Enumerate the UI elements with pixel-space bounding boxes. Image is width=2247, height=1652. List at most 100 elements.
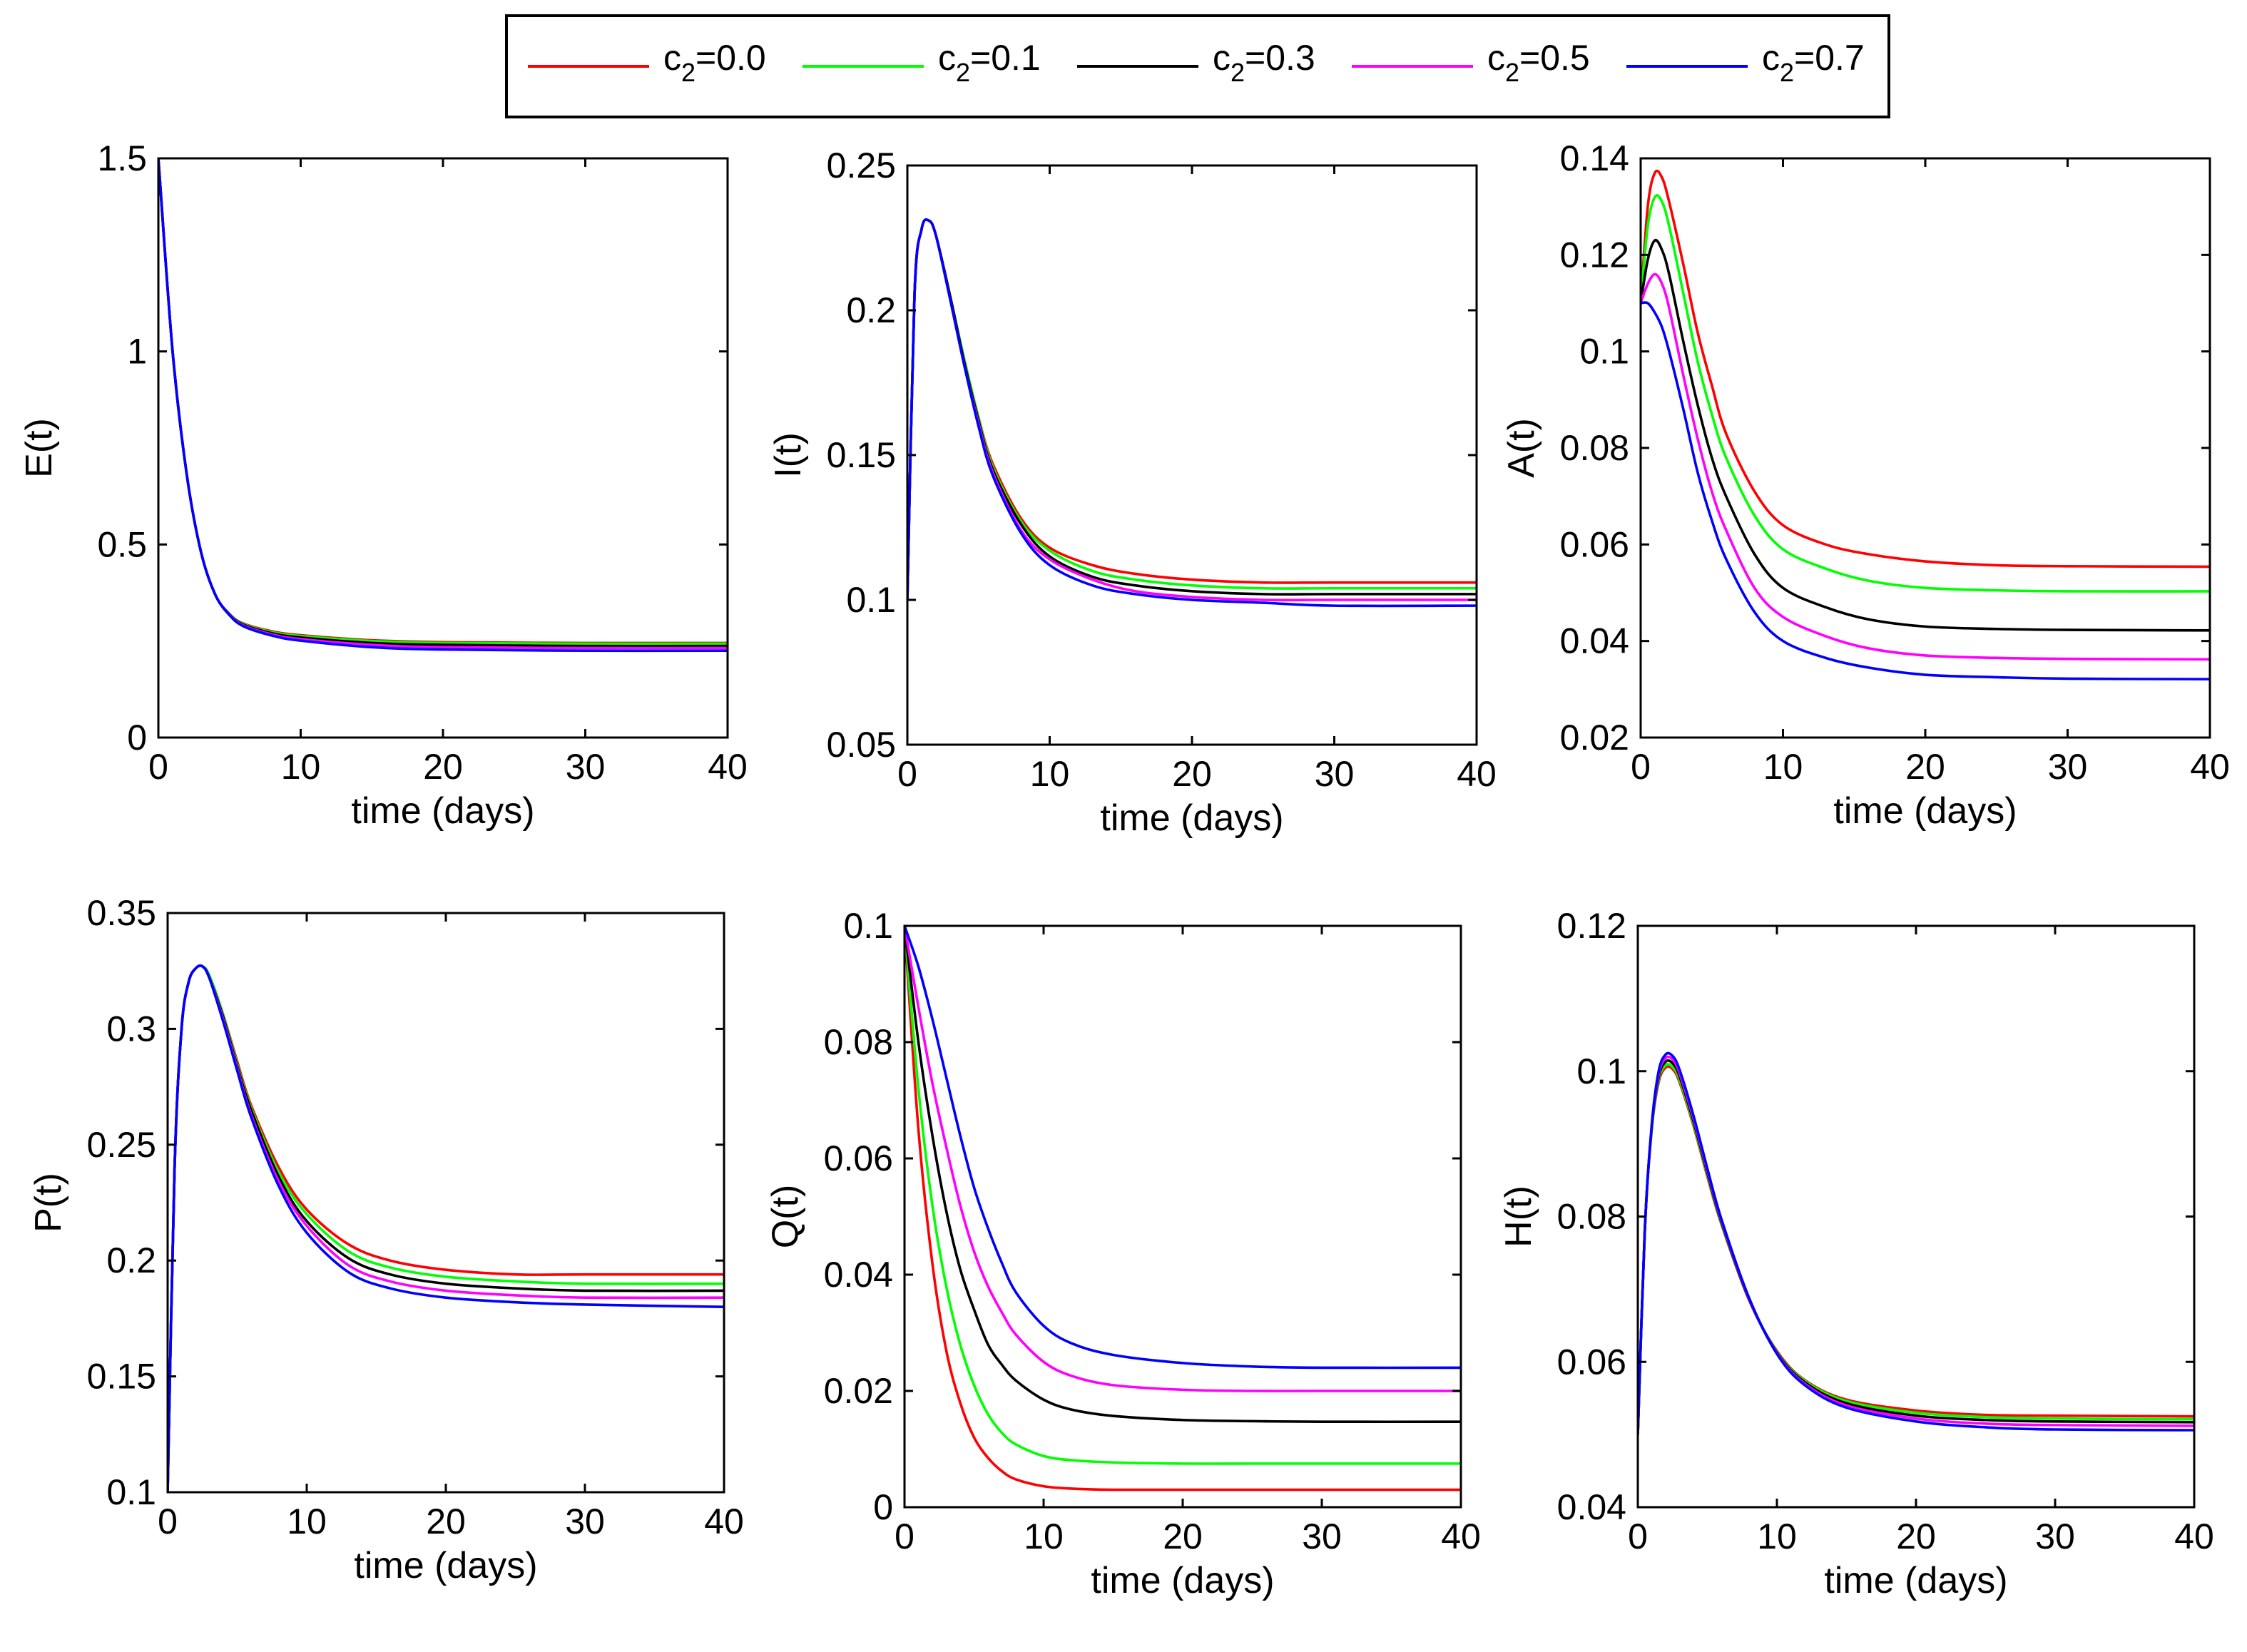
- subplot-it: 0 10 20 30 40 0.05 0.1 0.15 0.2 0.25 time (days) I(…: [768, 146, 1497, 839]
- x-tick-label: 10: [1757, 1516, 1797, 1556]
- legend-label-base: c: [663, 38, 681, 78]
- x-axis-label: time (days): [1100, 797, 1283, 839]
- series-line: [1638, 1051, 2194, 1435]
- x-tick-label: 10: [281, 747, 321, 787]
- x-tick-label: 0: [158, 1501, 178, 1541]
- series-line: [168, 964, 724, 1492]
- x-tick-label: 0: [895, 1516, 914, 1556]
- y-tick-label: 0.06: [1560, 524, 1629, 564]
- x-axis-label: time (days): [354, 1545, 537, 1586]
- y-tick-label: 0.3: [106, 1009, 156, 1049]
- legend-label-subscript: 2: [1230, 58, 1245, 87]
- legend-label-subscript: 2: [1780, 58, 1794, 87]
- y-axis-label: Q(t): [765, 1185, 806, 1249]
- x-tick-label: 30: [565, 1501, 605, 1541]
- legend-label-value: =0.0: [696, 38, 766, 78]
- x-tick-label: 10: [1030, 754, 1070, 794]
- series-line: [907, 218, 1477, 608]
- legend-label-subscript: 2: [956, 58, 970, 87]
- legend-label-base: c: [1762, 38, 1780, 78]
- legend-label-base: c: [1487, 38, 1505, 78]
- y-tick-label: 0.1: [1576, 1051, 1626, 1091]
- y-tick-label: 0.08: [824, 1022, 893, 1062]
- x-tick-label: 40: [2174, 1516, 2214, 1556]
- legend-entry: c2=0.0: [528, 38, 766, 87]
- x-tick-label: 30: [566, 747, 606, 787]
- series-line: [158, 158, 728, 653]
- legend-label-value: =0.3: [1245, 38, 1315, 78]
- x-tick-label: 20: [1905, 747, 1945, 787]
- y-tick-label: 0.04: [1557, 1487, 1626, 1527]
- x-tick-label: 0: [1628, 1516, 1648, 1556]
- x-axis-label: time (days): [1824, 1560, 2007, 1601]
- x-tick-label: 40: [708, 747, 748, 787]
- x-tick-label: 20: [423, 747, 463, 787]
- y-tick-label: 0.35: [87, 893, 156, 933]
- y-tick-label: 0.25: [87, 1125, 156, 1165]
- subplot-ht: 0 10 20 30 40 0.04 0.06 0.08 0.1 0.12 time (days) H…: [1498, 906, 2214, 1601]
- series-line: [1641, 301, 2210, 680]
- y-tick-label: 0.08: [1557, 1197, 1626, 1237]
- y-tick-label: 0.04: [1560, 621, 1629, 661]
- y-tick-label: 0: [873, 1487, 893, 1527]
- y-tick-label: 0.04: [824, 1255, 893, 1295]
- series-line: [905, 926, 1461, 1492]
- y-axis-label: A(t): [1501, 418, 1542, 478]
- y-axis-label: P(t): [28, 1173, 69, 1233]
- x-tick-label: 0: [897, 754, 917, 794]
- y-tick-label: 0.15: [87, 1357, 156, 1397]
- y-axis-label: E(t): [19, 418, 60, 478]
- series-line: [905, 926, 1461, 1392]
- series-line: [1641, 238, 2210, 632]
- x-tick-label: 30: [1315, 754, 1355, 794]
- legend-label: c2=0.7: [1762, 38, 1865, 87]
- legend-label-subscript: 2: [1505, 58, 1519, 87]
- legend-entries: c2=0.0 c2=0.1 c2=0.3 c2=0.5 c2=0.7: [528, 38, 1865, 87]
- subplot-et: 0 10 20 30 40 0 0.5 1 1.5 time (days) E(t): [19, 138, 748, 832]
- y-tick-label: 1.5: [97, 138, 147, 178]
- x-tick-label: 30: [2048, 747, 2088, 787]
- x-tick-label: 30: [1302, 1516, 1342, 1556]
- y-tick-label: 0.2: [106, 1240, 156, 1280]
- y-tick-label: 0.12: [1557, 906, 1626, 946]
- series-line: [1641, 272, 2210, 661]
- legend-label-value: =0.1: [970, 38, 1041, 78]
- x-tick-label: 10: [1024, 1516, 1064, 1556]
- x-tick-label: 20: [1896, 1516, 1936, 1556]
- y-axis-label: I(t): [768, 432, 809, 478]
- y-tick-label: 0.02: [1560, 718, 1629, 758]
- y-tick-label: 0: [127, 718, 147, 758]
- x-tick-label: 40: [1457, 754, 1497, 794]
- x-tick-label: 40: [1441, 1516, 1481, 1556]
- y-tick-label: 0.02: [824, 1371, 893, 1411]
- x-axis-label: time (days): [1091, 1560, 1274, 1601]
- series-group: [158, 158, 728, 653]
- plot-area: [907, 165, 1477, 745]
- y-tick-label: 0.05: [827, 725, 896, 765]
- series-line: [905, 926, 1461, 1370]
- subplot-qt: 0 10 20 30 40 0 0.02 0.04 0.06 0.08 0.1 time (days)…: [765, 906, 1481, 1601]
- x-tick-label: 30: [2035, 1516, 2075, 1556]
- legend-label: c2=0.5: [1487, 38, 1590, 87]
- legend: c2=0.0 c2=0.1 c2=0.3 c2=0.5 c2=0.7: [505, 14, 1890, 118]
- y-tick-label: 0.1: [106, 1472, 156, 1512]
- y-tick-label: 0.1: [1579, 332, 1629, 372]
- legend-entry: c2=0.1: [802, 38, 1041, 87]
- y-tick-label: 1: [127, 332, 147, 372]
- legend-label-base: c: [938, 38, 956, 78]
- y-tick-label: 0.14: [1560, 138, 1629, 178]
- x-tick-label: 0: [148, 747, 168, 787]
- series-line: [905, 926, 1461, 1424]
- series-group: [168, 964, 724, 1492]
- x-tick-label: 0: [1631, 747, 1651, 787]
- legend-label: c2=0.3: [1213, 38, 1315, 87]
- x-tick-label: 10: [287, 1501, 327, 1541]
- y-tick-label: 0.25: [827, 146, 896, 185]
- x-tick-label: 20: [1163, 1516, 1203, 1556]
- series-group: [907, 218, 1477, 608]
- series-group: [1638, 1051, 2194, 1435]
- x-tick-label: 10: [1763, 747, 1803, 787]
- y-tick-label: 0.5: [97, 524, 147, 564]
- y-axis-label: H(t): [1498, 1186, 1539, 1248]
- plot-grid: 0 10 20 30 40 0 0.5 1 1.5 time (days) E(t) 0 10 20 30 4…: [19, 138, 2230, 1601]
